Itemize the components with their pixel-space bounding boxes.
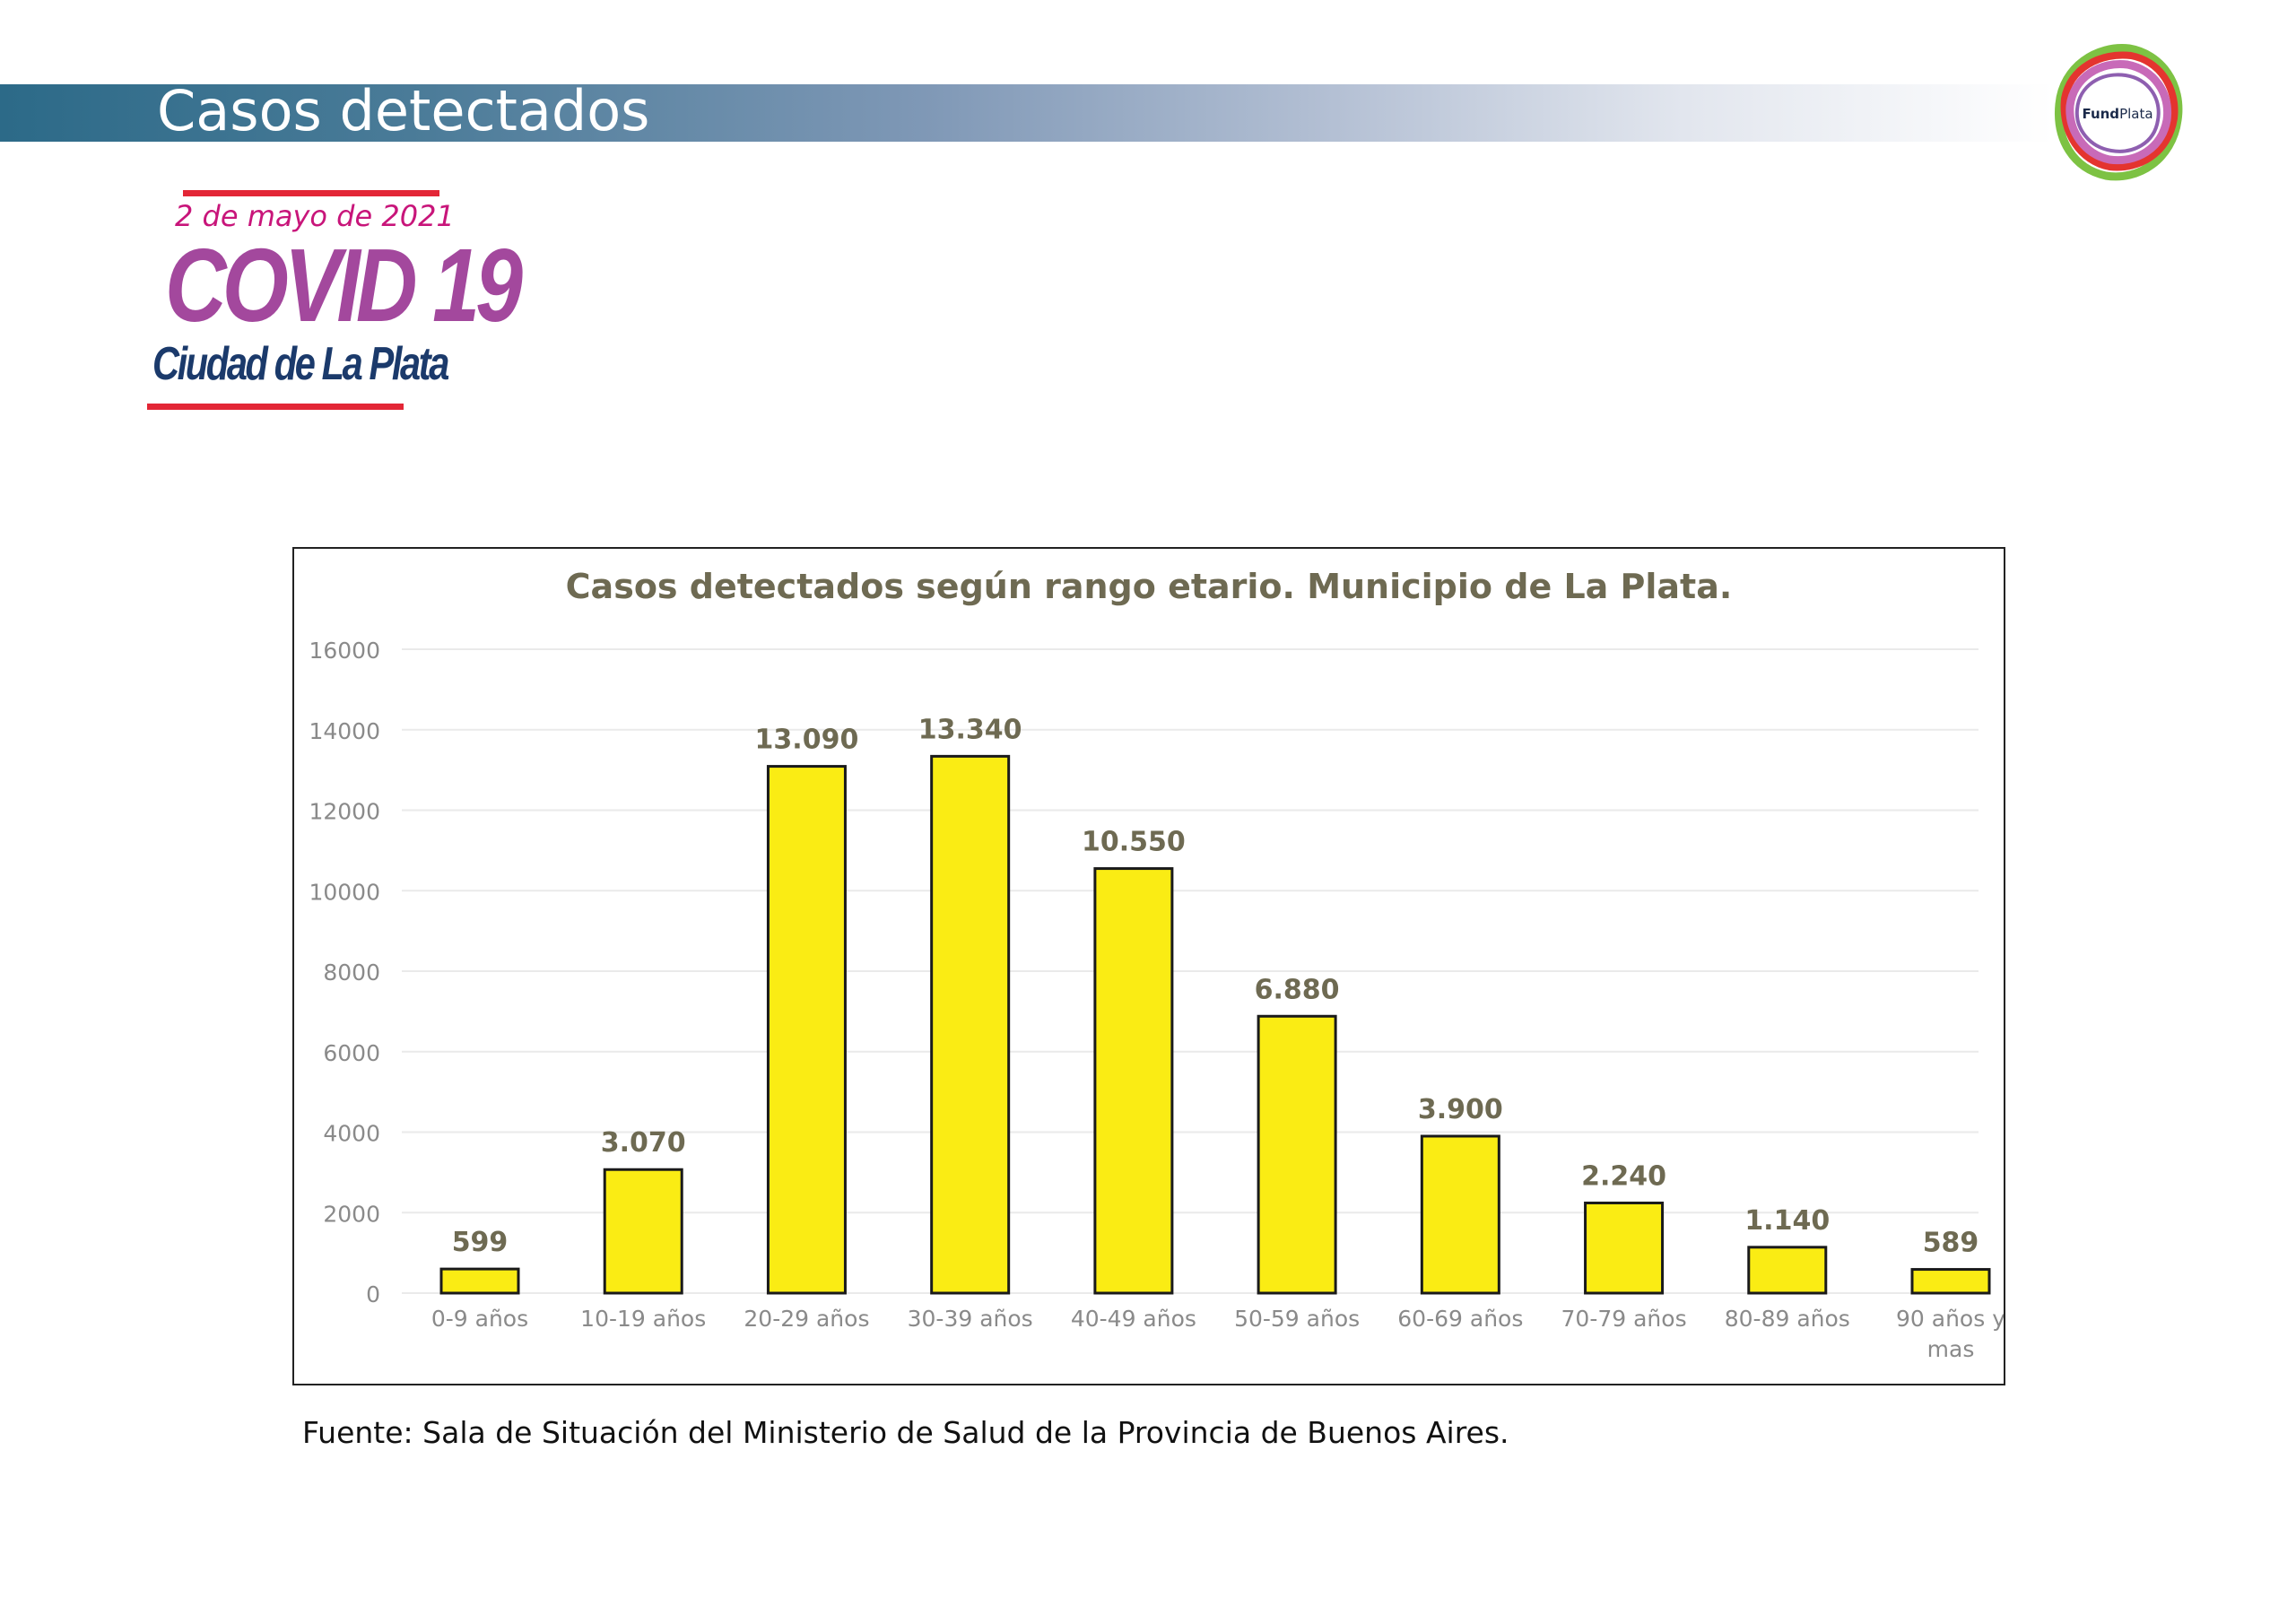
badge-title: COVID 19 [165, 227, 523, 343]
data-label-7: 2.240 [1581, 1160, 1666, 1192]
bar-5 [1257, 1014, 1337, 1295]
bar-7 [1584, 1201, 1665, 1295]
covid-badge: 2 de mayo de 2021 COVID 19 Ciudad de La … [144, 187, 523, 420]
fundplata-logo: FundPlata [2043, 34, 2192, 192]
bar-0 [439, 1267, 520, 1295]
y-tick-label-8: 16000 [309, 638, 380, 664]
data-label-4: 10.550 [1082, 827, 1186, 858]
bar-2 [766, 765, 847, 1295]
badge-bottom-rule [147, 404, 404, 410]
bar-4 [1093, 867, 1174, 1295]
x-tick-label-7: 70-79 años [1561, 1306, 1687, 1332]
y-tick-label-7: 14000 [309, 718, 380, 744]
page-title: Casos detectados [157, 78, 650, 143]
y-tick-label-5: 10000 [309, 879, 380, 905]
data-label-5: 6.880 [1255, 974, 1340, 1005]
x-tick-label-0: 0-9 años [431, 1306, 528, 1332]
bar-3 [930, 754, 1011, 1295]
badge-date: 2 de mayo de 2021 [175, 199, 455, 233]
y-tick-label-6: 12000 [309, 799, 380, 825]
data-label-9: 589 [1923, 1228, 1979, 1259]
data-label-1: 3.070 [601, 1127, 686, 1159]
x-tick-label-8: 80-89 años [1725, 1306, 1850, 1332]
logo-name-bold: Fund [2082, 106, 2119, 122]
badge-subtitle: Ciudad de La Plata [152, 338, 449, 390]
data-label-2: 13.090 [755, 725, 859, 756]
x-tick-label-5: 50-59 años [1234, 1306, 1360, 1332]
y-tick-label-2: 4000 [323, 1121, 380, 1147]
bar-chart: Casos detectados según rango etario. Mun… [309, 567, 2004, 1362]
data-label-3: 13.340 [918, 714, 1022, 745]
x-tick-label-4: 40-49 años [1071, 1306, 1196, 1332]
logo-name-light: Plata [2119, 106, 2152, 122]
y-tick-label-1: 2000 [323, 1201, 380, 1227]
bar-6 [1420, 1134, 1500, 1295]
x-tick-label-2: 20-29 años [744, 1306, 869, 1332]
x-tick-label-3: 30-39 años [908, 1306, 1033, 1332]
svg-text:FundPlata: FundPlata [2082, 106, 2152, 122]
x-tick-label-9: 90 años y mas [1896, 1306, 2004, 1362]
data-label-0: 599 [452, 1227, 509, 1258]
header-band [0, 84, 2054, 142]
bar-8 [1747, 1246, 1828, 1295]
data-label-8: 1.140 [1744, 1205, 1830, 1237]
data-label-6: 3.900 [1418, 1094, 1503, 1125]
y-tick-label-4: 8000 [323, 960, 380, 986]
bar-1 [603, 1168, 683, 1295]
y-tick-label-3: 6000 [323, 1040, 380, 1066]
chart-frame: Casos detectados según rango etario. Mun… [292, 547, 2005, 1385]
x-tick-label-6: 60-69 años [1397, 1306, 1523, 1332]
y-tick-label-0: 0 [366, 1281, 380, 1307]
chart-title: Casos detectados según rango etario. Mun… [566, 567, 1733, 606]
badge-top-rule [183, 190, 439, 196]
bar-9 [1910, 1268, 1991, 1295]
x-tick-label-1: 10-19 años [580, 1306, 706, 1332]
source-note: Fuente: Sala de Situación del Ministerio… [302, 1415, 1509, 1450]
